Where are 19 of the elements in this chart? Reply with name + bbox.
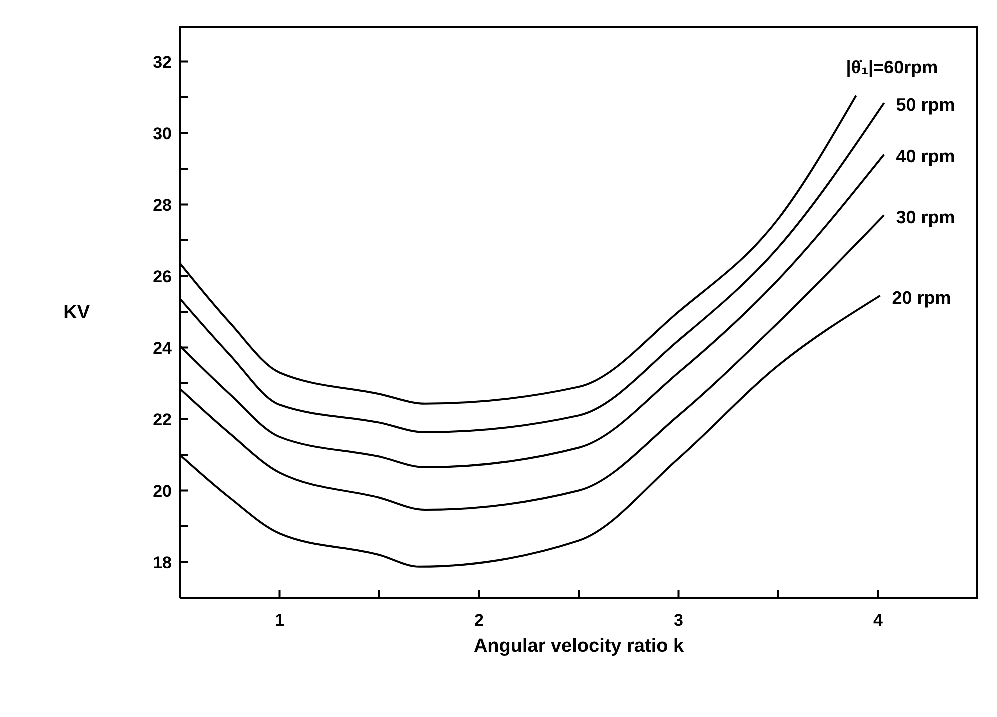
- y-axis-title: KV: [64, 302, 90, 324]
- series-label: 50 rpm: [896, 95, 956, 116]
- y-tick-label: 32: [153, 52, 172, 72]
- x-tick-label: 1: [275, 611, 284, 630]
- x-axis-title: Angular velocity ratio k: [474, 636, 684, 657]
- y-tick-label: 20: [153, 482, 172, 501]
- x-tick-label: 4: [874, 611, 884, 630]
- x-tick-label: 2: [474, 611, 484, 630]
- series-label: |θ̇₁|=60rpm: [846, 58, 938, 78]
- series-label: 40 rpm: [896, 146, 956, 167]
- y-tick-label: 24: [153, 338, 173, 358]
- series-label: 30 rpm: [896, 207, 956, 228]
- y-tick-label: 22: [153, 410, 172, 430]
- series-label: 20 rpm: [892, 288, 952, 308]
- y-tick-label: 30: [153, 124, 172, 144]
- x-tick-label: 3: [674, 611, 684, 630]
- y-tick-label: 28: [153, 196, 172, 215]
- y-tick-label: 26: [153, 267, 172, 286]
- y-tick-label: 18: [153, 553, 172, 572]
